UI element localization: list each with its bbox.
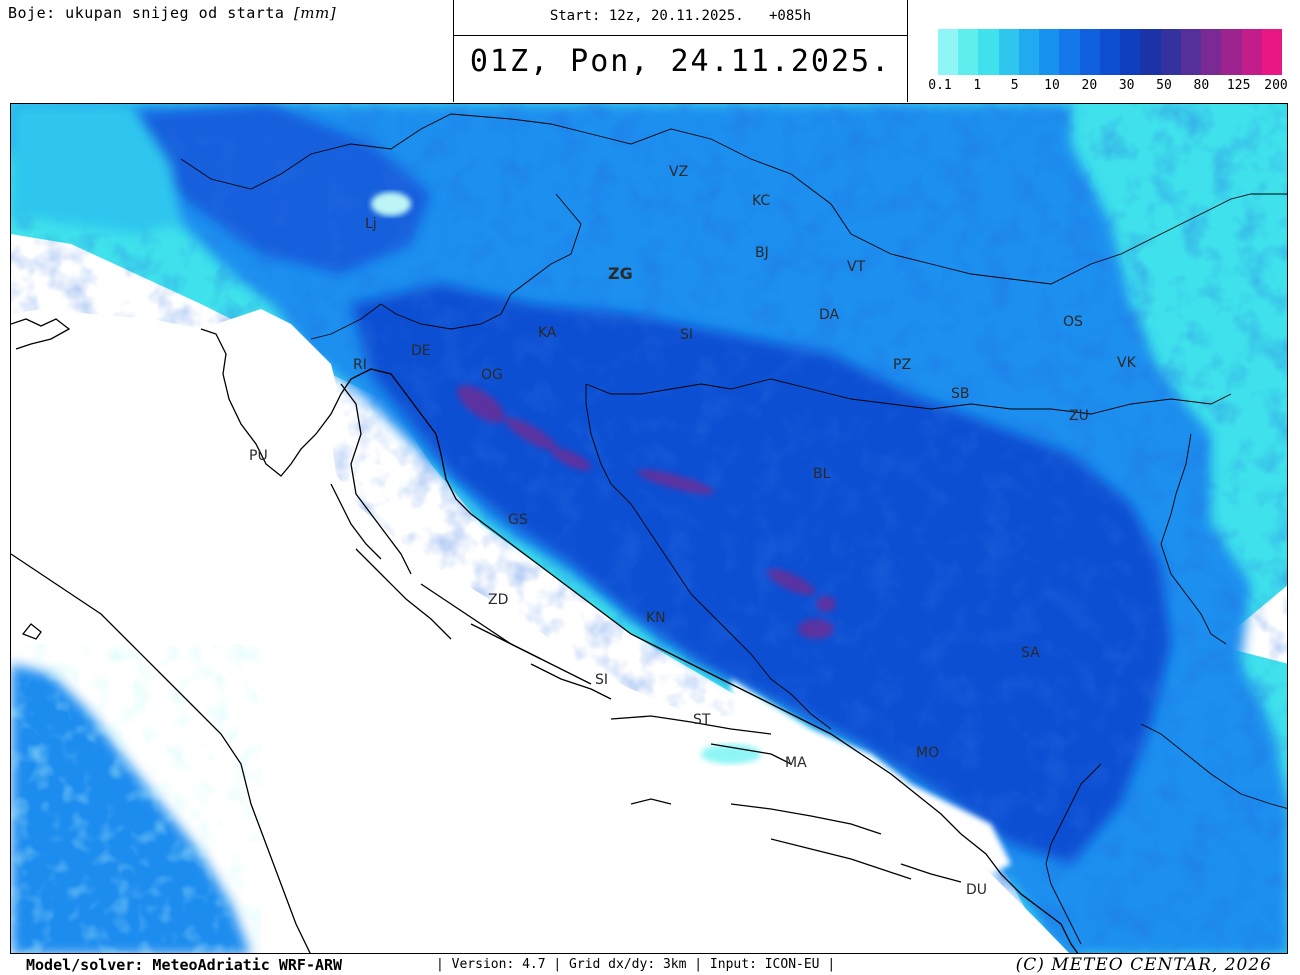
- city-label-vk: VK: [1117, 355, 1137, 371]
- coastline: [11, 318, 1079, 953]
- city-label-kc: KC: [752, 193, 770, 209]
- legend-swatch: [1140, 29, 1161, 75]
- city-label-st: ST: [693, 712, 711, 728]
- city-label-sa: SA: [1021, 645, 1040, 661]
- city-label-da: DA: [819, 307, 840, 323]
- city-label-pz: PZ: [893, 357, 911, 373]
- italy-snow-texture: [11, 644, 261, 953]
- legend-tick-label: 50: [1156, 78, 1172, 93]
- lead-time-label: +085h: [769, 8, 812, 24]
- legend-tick-label: 5: [1010, 78, 1019, 93]
- city-label-zd: ZD: [488, 592, 508, 608]
- city-label-zg: ZG: [608, 264, 633, 283]
- city-label-bj: BJ: [755, 245, 769, 261]
- map-panel: Lj VZ KC BJ ZG VT DA KA SI OS RI DE OG P…: [10, 103, 1288, 954]
- city-label-vz: VZ: [669, 164, 688, 180]
- city-label-gs: GS: [508, 512, 528, 528]
- city-label-sibenik: SI: [595, 672, 608, 688]
- variable-label-text: Boje: ukupan snijeg od starta: [8, 4, 285, 22]
- unit-label: [mm]: [293, 4, 337, 22]
- city-label-mo: MO: [916, 745, 939, 761]
- legend-swatch: [1241, 29, 1262, 75]
- city-label-ma: MA: [785, 755, 807, 771]
- legend-swatch: [1120, 29, 1141, 75]
- country-borders: [180, 113, 1287, 945]
- legend-swatch: [1160, 29, 1181, 75]
- legend-swatch: [1018, 29, 1040, 75]
- legend-swatch: [1039, 29, 1060, 75]
- legend-tick-label: 20: [1081, 78, 1098, 93]
- legend-swatch: [938, 29, 959, 75]
- snow-maxima: [457, 385, 836, 639]
- city-label-pu: PU: [249, 448, 268, 464]
- variable-label: Boje: ukupan snijeg od starta [mm]: [8, 4, 336, 22]
- model-meta: | Version: 4.7 | Grid dx/dy: 3km | Input…: [436, 957, 836, 972]
- dalmatia-no-snow: [731, 679, 1011, 874]
- city-label-lj: Lj: [365, 216, 377, 232]
- copyright-label: (C) METEO CENTAR, 2026: [1015, 955, 1272, 975]
- city-label-de: DE: [411, 343, 431, 359]
- legend-tick-label: 0.1: [928, 78, 952, 93]
- hvar-snow-patch: [701, 744, 761, 764]
- legend-swatch: [1059, 29, 1080, 75]
- legend-tick-label: 200: [1264, 78, 1288, 93]
- city-label-vt: VT: [847, 259, 866, 275]
- legend-swatch: [958, 29, 979, 75]
- legend-tick-label: 125: [1226, 78, 1251, 93]
- legend-tick-labels: 0.1 1 5 10 20 30 50 80 125 200: [928, 78, 1288, 94]
- header-divider: [454, 35, 907, 36]
- city-label-du: DU: [966, 882, 987, 898]
- legend-swatch: [998, 29, 1019, 75]
- istria-no-snow: [196, 309, 341, 484]
- legend-swatch: [978, 29, 999, 75]
- color-legend: [938, 29, 1282, 75]
- city-label-ka: KA: [538, 325, 557, 341]
- legend-swatch: [1079, 29, 1100, 75]
- legend-swatch: [1099, 29, 1121, 75]
- city-label-si: SI: [680, 327, 693, 343]
- legend-tick-label: 30: [1118, 78, 1135, 93]
- city-label-bl: BL: [813, 466, 831, 482]
- legend-tick-label: 80: [1193, 78, 1210, 93]
- snow-map: Lj VZ KC BJ ZG VT DA KA SI OS RI DE OG P…: [11, 104, 1287, 953]
- city-label-ri: RI: [353, 357, 367, 373]
- city-label-zu: ZU: [1069, 408, 1089, 424]
- city-label-og: OG: [481, 367, 503, 383]
- legend-swatch: [1180, 29, 1202, 75]
- city-label-sb: SB: [951, 386, 970, 402]
- north-italy-snow: [11, 104, 181, 234]
- legend-tick-label: 10: [1044, 78, 1060, 93]
- ljubljana-basin-gap: [371, 192, 411, 216]
- legend-swatch: [1221, 29, 1242, 75]
- model-label: Model/solver: MeteoAdriatic WRF-ARW: [26, 956, 343, 974]
- city-labels: Lj VZ KC BJ ZG VT DA KA SI OS RI DE OG P…: [249, 164, 1137, 898]
- legend-swatch: [1261, 29, 1282, 75]
- city-label-os: OS: [1063, 314, 1083, 330]
- run-start-label: Start: 12z, 20.11.2025.: [549, 8, 744, 24]
- legend-tick-label: 1: [973, 78, 982, 93]
- valid-time-title: 01Z, Pon, 24.11.2025.: [469, 44, 892, 79]
- city-label-kn: KN: [646, 610, 666, 626]
- header-center-box: Start: 12z, 20.11.2025. +085h 01Z, Pon, …: [453, 0, 908, 102]
- run-start-line: Start: 12z, 20.11.2025. +085h: [454, 8, 907, 24]
- legend-swatch: [1201, 29, 1222, 75]
- legend-color-bar: [938, 29, 1282, 75]
